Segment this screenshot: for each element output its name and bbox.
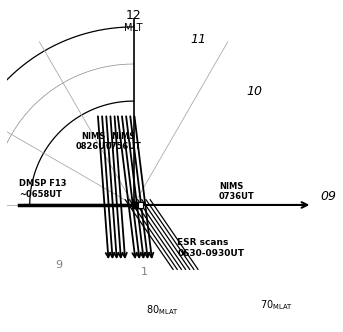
Text: MLT: MLT xyxy=(124,23,143,33)
Text: 9: 9 xyxy=(55,260,62,270)
Text: 1: 1 xyxy=(141,268,147,278)
Text: DMSP F13
~0658UT: DMSP F13 ~0658UT xyxy=(19,179,67,199)
Text: NIMS
0756UT: NIMS 0756UT xyxy=(105,131,141,151)
Text: NIMS
0736UT: NIMS 0736UT xyxy=(219,182,255,201)
Text: 11: 11 xyxy=(190,33,206,45)
Text: 80$_{\mathregular{MLAT}}$: 80$_{\mathregular{MLAT}}$ xyxy=(146,304,179,317)
Text: 12: 12 xyxy=(126,9,141,22)
Text: 09: 09 xyxy=(320,190,336,203)
Bar xyxy=(132,202,138,208)
Text: 10: 10 xyxy=(246,85,262,98)
Text: 70$_{\mathregular{MLAT}}$: 70$_{\mathregular{MLAT}}$ xyxy=(260,298,294,312)
Text: ESR scans
0630-0930UT: ESR scans 0630-0930UT xyxy=(177,238,244,258)
Bar xyxy=(138,202,143,208)
Text: NIMS
0826UT: NIMS 0826UT xyxy=(75,131,111,151)
